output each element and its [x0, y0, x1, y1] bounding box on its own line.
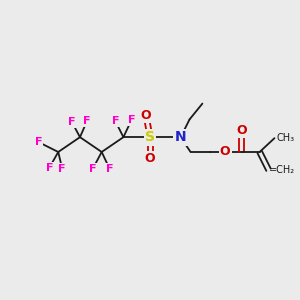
Text: =CH₂: =CH₂: [268, 165, 295, 175]
Text: F: F: [106, 164, 113, 174]
Text: F: F: [112, 116, 119, 126]
Text: O: O: [141, 109, 152, 122]
Text: F: F: [46, 163, 53, 173]
Text: F: F: [58, 164, 66, 174]
Text: CH₃: CH₃: [276, 133, 295, 143]
Text: O: O: [145, 152, 155, 165]
Text: F: F: [35, 137, 42, 147]
Text: N: N: [175, 130, 187, 144]
Text: F: F: [89, 164, 97, 174]
Text: F: F: [68, 117, 76, 128]
Text: F: F: [83, 116, 91, 126]
Text: F: F: [128, 116, 135, 125]
Text: O: O: [237, 124, 247, 137]
Text: S: S: [145, 130, 155, 144]
Text: O: O: [220, 146, 230, 158]
